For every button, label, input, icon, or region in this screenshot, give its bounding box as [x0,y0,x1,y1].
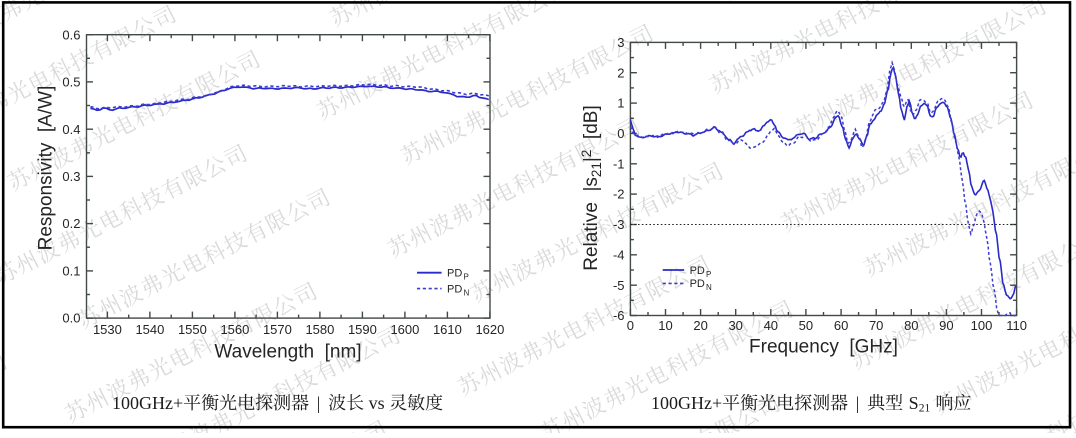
svg-text:Relative |s21|2 [dB]: Relative |s21|2 [dB] [579,105,604,270]
svg-text:0.2: 0.2 [62,216,80,231]
svg-text:-3: -3 [613,217,625,232]
svg-text:N: N [464,288,470,297]
svg-text:80: 80 [904,318,918,333]
svg-text:|: | [317,393,321,413]
svg-text:3: 3 [617,35,624,50]
svg-text:-1: -1 [613,156,625,171]
svg-text:20: 20 [693,318,707,333]
svg-text:1: 1 [617,96,624,111]
svg-text:S: S [909,393,919,413]
svg-text:0.6: 0.6 [62,27,80,42]
svg-text:0.5: 0.5 [62,75,80,90]
svg-text:Wavelength [nm]: Wavelength [nm] [214,342,361,363]
svg-text:P: P [706,270,711,279]
svg-text:-2: -2 [613,187,625,202]
svg-text:1600: 1600 [390,322,419,337]
svg-text:60: 60 [834,318,848,333]
svg-text:100GHz+: 100GHz+ [651,393,722,413]
svg-text:1590: 1590 [348,322,377,337]
svg-text:2: 2 [617,65,624,80]
svg-text:10: 10 [658,318,672,333]
svg-text:-5: -5 [613,278,625,293]
svg-text:1580: 1580 [305,322,334,337]
svg-text:1620: 1620 [475,322,504,337]
svg-text:1560: 1560 [220,322,249,337]
svg-text:1550: 1550 [178,322,207,337]
svg-text:30: 30 [728,318,742,333]
svg-text:110: 110 [1006,318,1027,333]
svg-text:1570: 1570 [263,322,292,337]
svg-text:Responsivity [A/W]: Responsivity [A/W] [36,86,57,251]
svg-text:90: 90 [939,318,953,333]
svg-text:100GHz+: 100GHz+ [112,393,183,413]
svg-text:0.1: 0.1 [62,264,80,279]
svg-text:0.4: 0.4 [62,122,80,137]
svg-text:1540: 1540 [135,322,164,337]
svg-text:0.3: 0.3 [62,169,80,184]
svg-text:40: 40 [764,318,778,333]
svg-text:N: N [706,283,712,292]
svg-text:Frequency [GHz]: Frequency [GHz] [749,337,898,358]
svg-text:100: 100 [971,318,993,333]
svg-text:P: P [464,273,469,282]
svg-text:-6: -6 [613,308,625,323]
svg-text:21: 21 [919,403,931,415]
svg-text:-4: -4 [613,247,625,262]
svg-text:PD: PD [690,278,705,290]
svg-text:1610: 1610 [433,322,462,337]
svg-text:0: 0 [617,126,624,141]
svg-text:0.0: 0.0 [62,311,80,326]
svg-text:vs: vs [369,393,385,413]
svg-text:0: 0 [627,318,634,333]
svg-text:PD: PD [447,283,462,295]
svg-text:PD: PD [690,265,705,277]
svg-text:50: 50 [799,318,813,333]
svg-text:1530: 1530 [93,322,122,337]
svg-text:|: | [856,393,860,413]
svg-text:70: 70 [869,318,883,333]
svg-text:PD: PD [447,268,462,280]
